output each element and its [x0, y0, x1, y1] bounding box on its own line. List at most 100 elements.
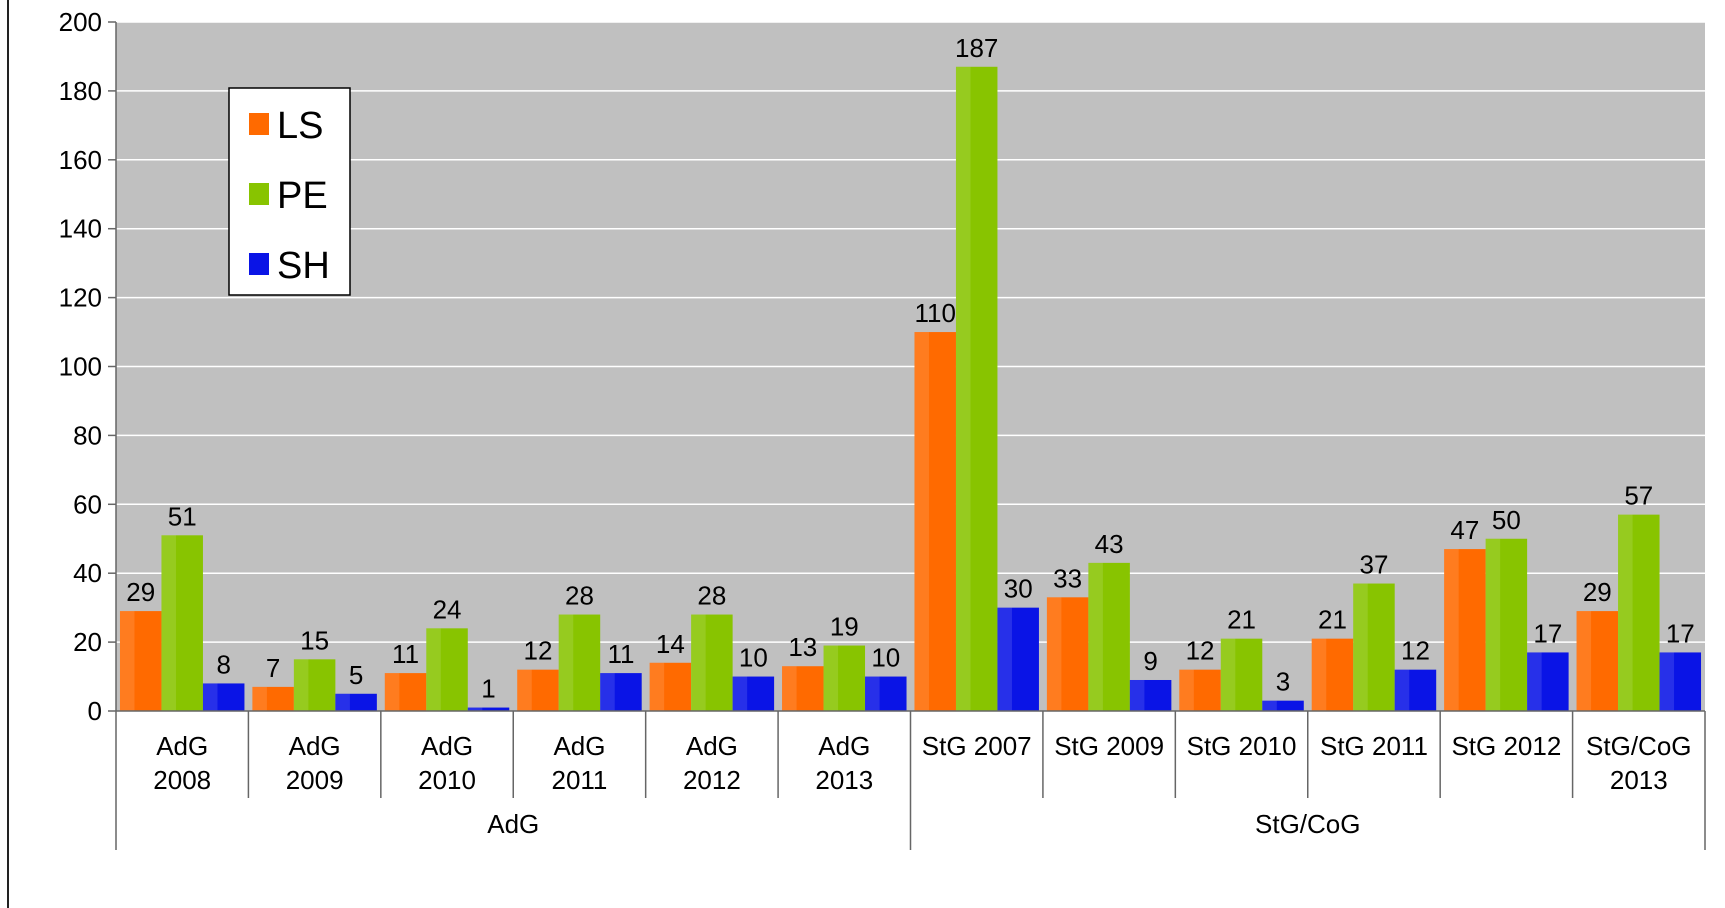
- bar-pe: [823, 645, 866, 711]
- bar-pe: [691, 614, 733, 711]
- x-category-line: StG 2009: [1054, 731, 1164, 761]
- bar-ls: [119, 611, 162, 711]
- legend-swatch-ls: [249, 113, 269, 135]
- data-label: 5: [349, 660, 363, 690]
- bar-highlight: [1088, 562, 1103, 711]
- bar-ls: [384, 673, 427, 711]
- legend-swatch-sh: [249, 253, 269, 275]
- y-tick-label: 20: [73, 627, 102, 657]
- data-label: 7: [266, 653, 280, 683]
- x-category-line: 2013: [815, 765, 873, 795]
- data-label: 57: [1624, 481, 1653, 511]
- x-category-label: AdG 2010: [418, 731, 476, 795]
- x-category-label: AdG 2011: [551, 731, 607, 795]
- bar-pe: [426, 628, 468, 711]
- bar-sh: [202, 683, 245, 711]
- bar-pe: [1485, 538, 1528, 711]
- bar-highlight: [1311, 638, 1327, 711]
- x-category-line: StG 2012: [1451, 731, 1561, 761]
- bar-highlight: [384, 673, 400, 711]
- x-category-line: 2008: [153, 765, 211, 795]
- data-label: 11: [607, 639, 634, 669]
- x-category-label: StG 2007: [922, 731, 1032, 761]
- data-label: 14: [656, 629, 685, 659]
- bar-sh: [335, 693, 377, 711]
- bar-highlight: [1618, 514, 1633, 711]
- bar-highlight: [732, 676, 748, 711]
- data-label: 29: [1583, 577, 1612, 607]
- bar-ls: [1444, 549, 1486, 711]
- x-category-line: StG 2007: [922, 731, 1032, 761]
- bar-highlight: [161, 535, 176, 711]
- data-label: 10: [871, 643, 900, 673]
- y-tick-label: 40: [73, 558, 102, 588]
- bar-pe: [1353, 583, 1395, 711]
- y-tick-label: 0: [88, 696, 102, 726]
- bar-ls: [252, 686, 294, 711]
- bar-ls: [1046, 597, 1089, 711]
- legend-label: PE: [277, 175, 328, 217]
- data-label: 37: [1359, 550, 1388, 580]
- legend-label: LS: [277, 105, 323, 147]
- x-category-label: StG/CoG 2013: [1586, 731, 1691, 795]
- bar-highlight: [1353, 583, 1368, 711]
- bar-sh: [600, 673, 642, 711]
- x-category-label: StG 2012: [1451, 731, 1561, 761]
- data-label: 8: [216, 649, 230, 679]
- x-category-line: AdG: [553, 731, 605, 761]
- bar-highlight: [1485, 538, 1501, 711]
- bar-ls: [649, 662, 692, 711]
- y-axis-ticks: 0 20 40 60 80 100 120 140 160 180 200: [59, 7, 116, 726]
- x-category-label: AdG 2009: [286, 731, 344, 795]
- x-category-line: StG/CoG: [1586, 731, 1691, 761]
- x-category-label: StG 2011: [1320, 731, 1428, 761]
- data-label: 21: [1227, 605, 1256, 635]
- bar-pe: [293, 659, 336, 711]
- x-category-line: AdG: [686, 731, 738, 761]
- x-axis-categories: AdG 2008 AdG 2009 AdG 2010 AdG 2011 AdG 2012 AdG 20…: [115, 711, 1706, 850]
- data-label: 29: [126, 577, 155, 607]
- x-category-line: AdG: [156, 731, 208, 761]
- x-group-label: AdG: [487, 809, 539, 839]
- bar-sh: [1394, 669, 1437, 711]
- bar-highlight: [1576, 611, 1592, 711]
- bar-highlight: [1444, 549, 1459, 711]
- data-label: 28: [565, 581, 594, 611]
- y-tick-label: 80: [73, 420, 102, 450]
- x-category-line: AdG: [421, 731, 473, 761]
- bar-highlight: [782, 666, 797, 711]
- bar-highlight: [1129, 679, 1145, 711]
- x-category-label: AdG 2013: [815, 731, 873, 795]
- y-tick-label: 120: [59, 283, 102, 313]
- bar-highlight: [865, 676, 880, 711]
- bar-sh: [732, 676, 775, 711]
- data-label: 1: [481, 674, 495, 704]
- x-category-line: 2010: [418, 765, 476, 795]
- bar-sh: [865, 676, 907, 711]
- bar-sh: [467, 707, 510, 711]
- data-label: 47: [1450, 515, 1479, 545]
- x-category-line: 2012: [683, 765, 741, 795]
- x-group-label: StG/CoG: [1255, 809, 1360, 839]
- bar-highlight: [955, 66, 971, 711]
- bar-highlight: [335, 693, 350, 711]
- bar-sh: [1659, 652, 1702, 711]
- x-category-line: StG 2010: [1187, 731, 1297, 761]
- bar-highlight: [202, 683, 218, 711]
- data-label: 51: [168, 501, 197, 531]
- x-category-line: 2009: [286, 765, 344, 795]
- bar-pe: [1220, 638, 1263, 711]
- data-label: 17: [1666, 618, 1695, 648]
- y-tick-label: 160: [59, 145, 102, 175]
- bars: [119, 66, 1702, 711]
- y-tick-label: 200: [59, 7, 102, 37]
- data-label: 50: [1492, 505, 1521, 535]
- bar-highlight: [252, 686, 267, 711]
- data-label: 12: [1401, 636, 1430, 666]
- legend-label: SH: [277, 245, 330, 287]
- x-category-line: AdG: [818, 731, 870, 761]
- data-label: 28: [697, 581, 726, 611]
- bar-highlight: [1262, 700, 1277, 711]
